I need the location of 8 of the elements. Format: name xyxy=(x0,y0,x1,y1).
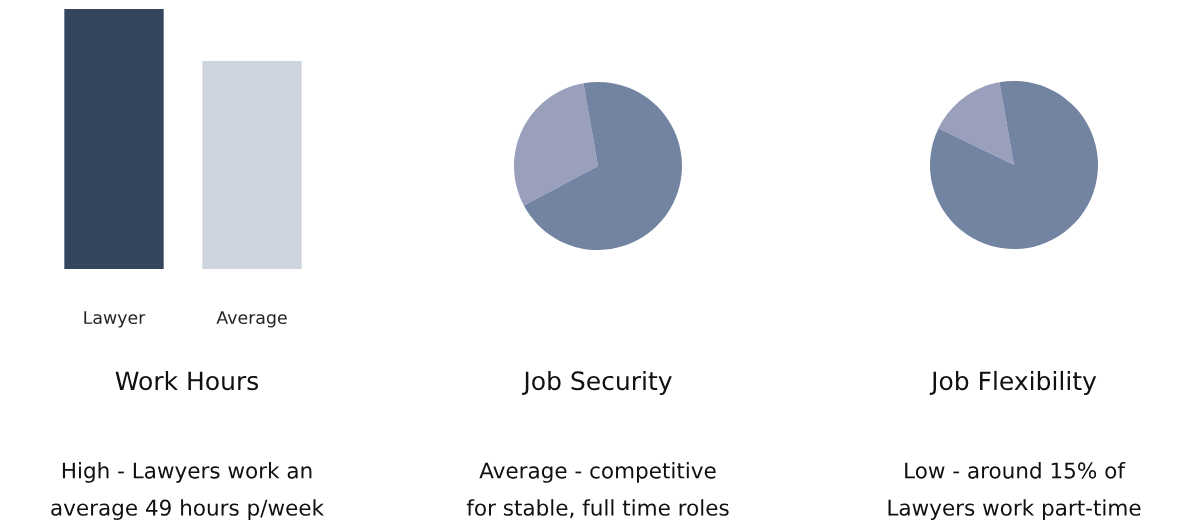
text: Low - around 15% of Lawyers work part-time xyxy=(888,461,1141,521)
text: Average - competitive for stable, full time roles xyxy=(466,461,729,519)
text: Job Security xyxy=(522,370,672,396)
text: High - Lawyers work an average 49 hours p/week xyxy=(51,461,324,521)
text: Work Hours xyxy=(115,370,259,391)
x-tick-label: Lawyer xyxy=(84,311,146,328)
text: Job Flexibility xyxy=(929,370,1097,396)
x-tick-label: Average xyxy=(216,311,287,328)
